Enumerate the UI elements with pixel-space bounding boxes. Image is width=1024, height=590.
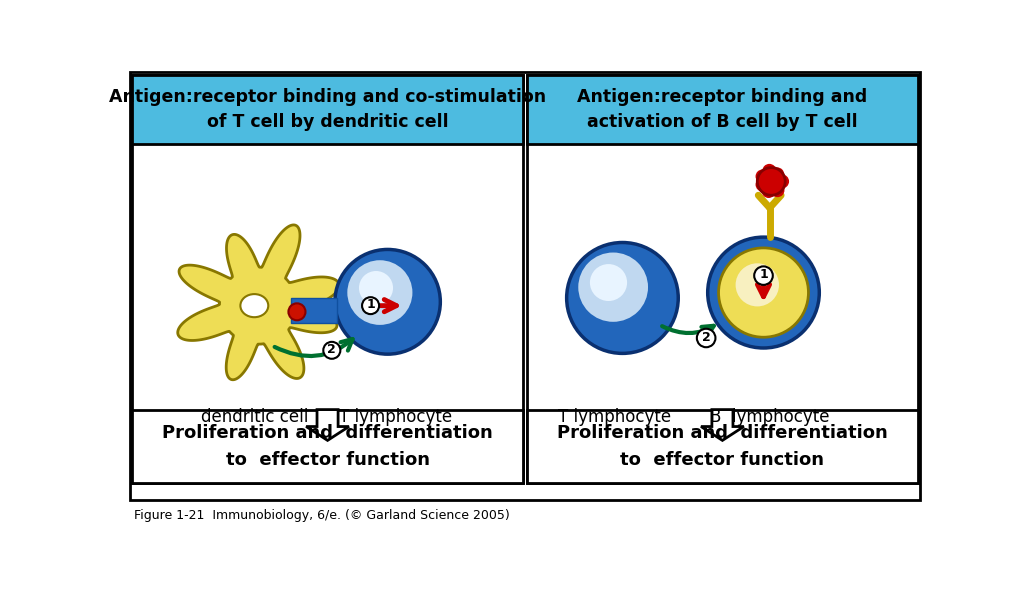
Circle shape <box>763 164 776 178</box>
Text: B  lymphocyte: B lymphocyte <box>710 408 829 427</box>
Text: dendritic cell: dendritic cell <box>201 408 308 427</box>
Text: 1: 1 <box>759 268 768 281</box>
Circle shape <box>775 175 790 188</box>
Circle shape <box>756 169 769 183</box>
Circle shape <box>566 242 678 353</box>
Circle shape <box>770 168 784 181</box>
Polygon shape <box>291 298 337 323</box>
Text: Proliferation and  differentiation
to  effector function: Proliferation and differentiation to eff… <box>557 424 888 469</box>
Bar <box>527 409 918 483</box>
Circle shape <box>697 329 716 348</box>
Text: Antigen:receptor binding and co-stimulation
of T cell by dendritic cell: Antigen:receptor binding and co-stimulat… <box>109 88 546 131</box>
Text: 2: 2 <box>701 331 711 344</box>
Text: 2: 2 <box>328 343 336 356</box>
Polygon shape <box>306 409 349 440</box>
Ellipse shape <box>241 294 268 317</box>
Polygon shape <box>701 409 743 440</box>
Text: T lymphocyte: T lymphocyte <box>558 408 672 427</box>
Circle shape <box>708 237 819 348</box>
Text: Figure 1-21  Immunobiology, 6/e. (© Garland Science 2005): Figure 1-21 Immunobiology, 6/e. (© Garla… <box>134 509 510 522</box>
Circle shape <box>770 183 784 197</box>
Bar <box>132 75 523 483</box>
Circle shape <box>590 264 627 301</box>
Text: Antigen:receptor binding and
activation of B cell by T cell: Antigen:receptor binding and activation … <box>578 88 867 131</box>
Circle shape <box>324 342 340 359</box>
Text: T lymphocyte: T lymphocyte <box>339 408 452 427</box>
Bar <box>132 75 523 144</box>
Bar <box>527 75 918 144</box>
Circle shape <box>719 248 809 337</box>
Polygon shape <box>178 225 339 380</box>
Bar <box>527 75 918 483</box>
Circle shape <box>335 250 440 354</box>
Circle shape <box>755 266 773 285</box>
Circle shape <box>362 297 379 314</box>
Circle shape <box>758 168 785 195</box>
Circle shape <box>289 303 305 320</box>
Text: 1: 1 <box>367 299 375 312</box>
Bar <box>132 409 523 483</box>
Circle shape <box>756 178 769 192</box>
Circle shape <box>579 253 648 322</box>
Circle shape <box>735 263 779 306</box>
Circle shape <box>347 260 413 325</box>
Circle shape <box>359 271 393 305</box>
Circle shape <box>762 184 775 198</box>
Text: Proliferation and  differentiation
to  effector function: Proliferation and differentiation to eff… <box>162 424 493 469</box>
